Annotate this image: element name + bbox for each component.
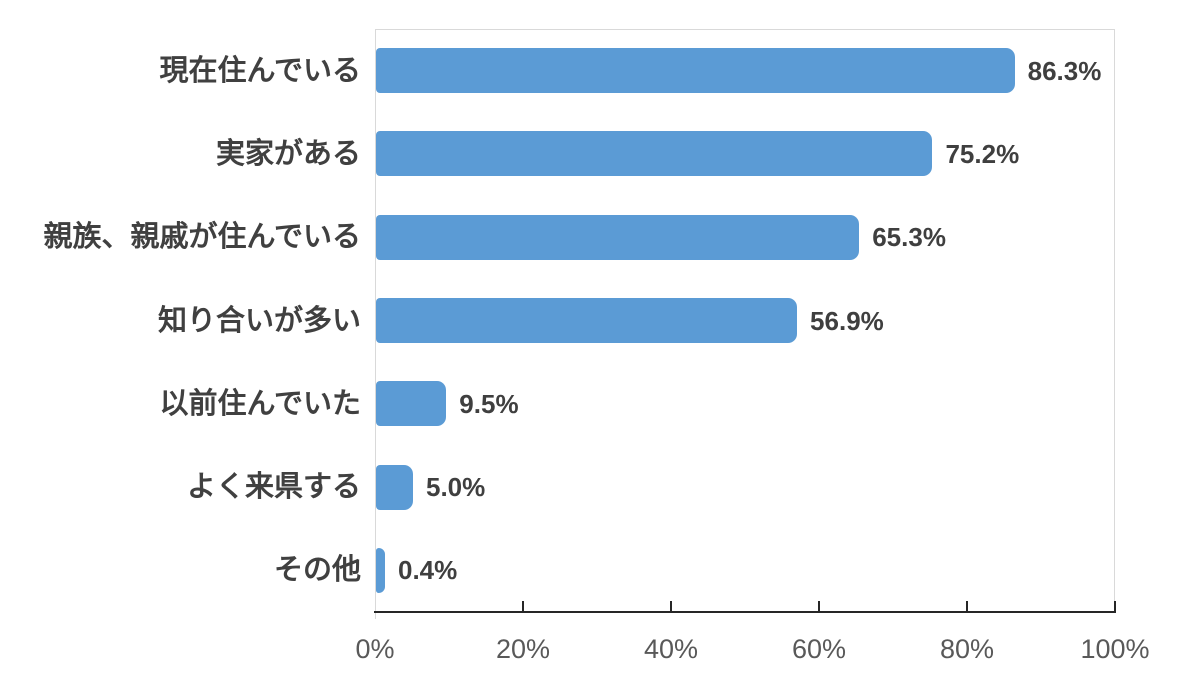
- category-label: その他: [273, 554, 361, 587]
- x-axis-tick-label: 60%: [791, 634, 847, 664]
- category-label: 親族、親戚が住んでいる: [43, 221, 361, 254]
- bar: [376, 131, 933, 177]
- category-label: よく来県する: [186, 471, 361, 504]
- bar: [376, 464, 413, 510]
- category-label: 知り合いが多い: [157, 304, 361, 337]
- x-axis-tick: [522, 601, 524, 611]
- bar: [376, 48, 1015, 94]
- category-label: 実家がある: [215, 137, 361, 170]
- x-axis-tick-label: 20%: [495, 634, 551, 664]
- value-label: 86.3%: [1027, 55, 1102, 86]
- x-axis-tick: [966, 601, 968, 611]
- bar: [376, 381, 447, 427]
- x-axis-tick: [1114, 601, 1116, 611]
- x-axis-tick: [375, 613, 376, 619]
- category-label: 現在住んでいる: [159, 54, 361, 87]
- plot-area: [375, 29, 1115, 612]
- value-label: 5.0%: [426, 472, 486, 503]
- value-label: 0.4%: [398, 555, 458, 586]
- x-axis-tick: [818, 601, 820, 611]
- x-axis-tick-label: 100%: [1080, 634, 1150, 664]
- x-axis-line: [374, 611, 1116, 613]
- x-axis-tick: [670, 601, 672, 611]
- value-label: 75.2%: [945, 138, 1020, 169]
- bar: [376, 214, 860, 260]
- bar: [376, 547, 385, 593]
- x-axis-tick-label: 0%: [355, 634, 395, 664]
- x-axis-tick-label: 80%: [939, 634, 995, 664]
- category-label: 以前住んでいた: [159, 387, 361, 420]
- value-label: 9.5%: [459, 388, 519, 419]
- x-axis-tick-label: 40%: [643, 634, 699, 664]
- value-label: 56.9%: [810, 305, 884, 336]
- value-label: 65.3%: [872, 222, 946, 253]
- bar: [376, 298, 798, 343]
